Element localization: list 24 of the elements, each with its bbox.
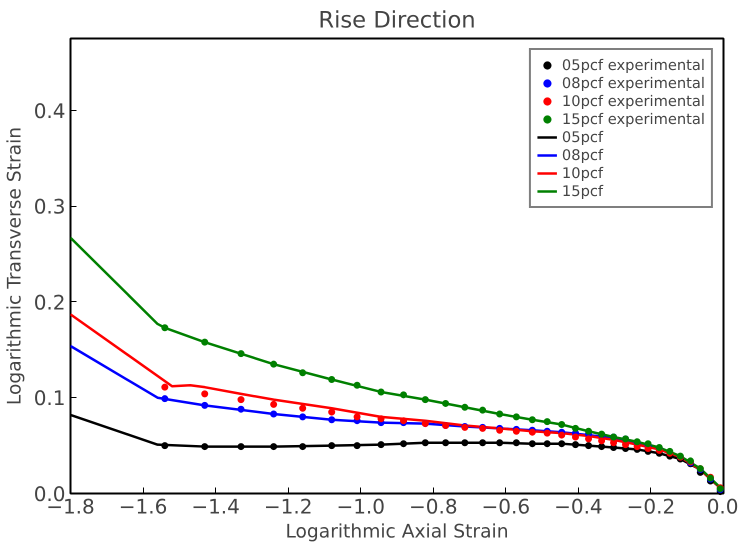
x-tick-label: −0.4 (554, 494, 603, 518)
legend-label: 05pcf (562, 128, 604, 146)
x-tick-label: 0.0 (706, 494, 738, 518)
y-axis-title: Logarithmic Transverse Strain (4, 126, 26, 406)
x-tick-label: −0.2 (626, 494, 676, 518)
x-tick-label: −0.6 (482, 494, 530, 518)
legend-label: 15pcf experimental (562, 110, 705, 128)
x-tick-label: −1.0 (336, 494, 386, 518)
legend-label: 10pcf (562, 164, 604, 182)
x-tick-label: −1.4 (191, 494, 240, 518)
legend-label: 08pcf experimental (562, 74, 705, 92)
x-axis-title: Logarithmic Axial Strain (285, 522, 509, 542)
y-tick-label: 0.2 (34, 290, 66, 314)
legend-label: 05pcf experimental (562, 56, 705, 74)
legend-label: 15pcf (562, 182, 604, 200)
x-tick-label: −1.6 (118, 494, 168, 518)
x-tick-label: −0.8 (408, 494, 458, 518)
y-tick-label: 0.4 (34, 98, 66, 123)
legend-label: 08pcf (562, 146, 604, 164)
legend-label: 10pcf experimental (562, 92, 705, 110)
x-tick-label: −1.2 (264, 494, 312, 518)
y-tick-label: 0.1 (34, 386, 66, 410)
chart-title: Rise Direction (318, 8, 476, 34)
y-tick-label: 0.3 (34, 194, 66, 219)
